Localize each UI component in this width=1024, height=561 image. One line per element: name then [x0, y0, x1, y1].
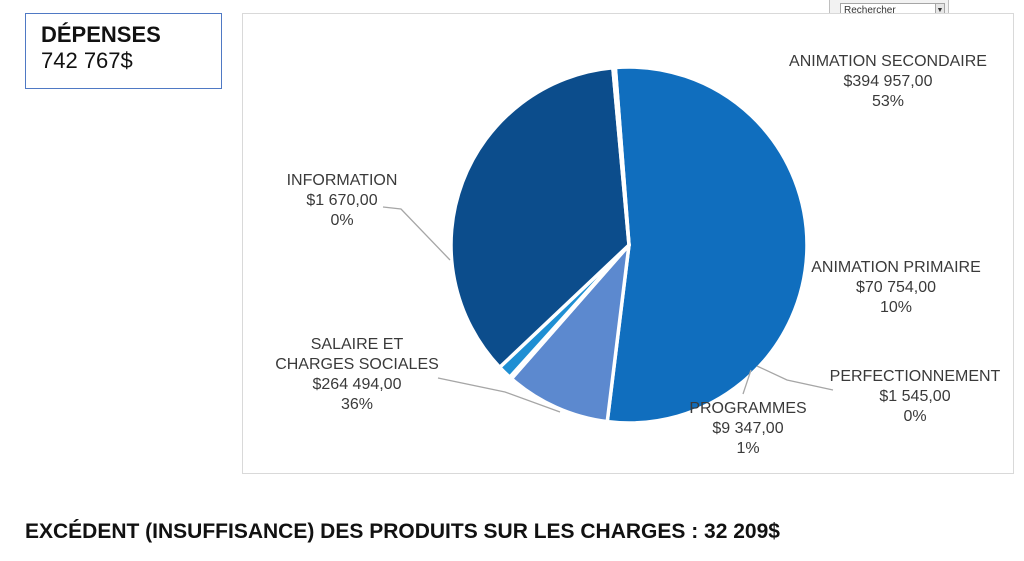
pie-slice-information[interactable] [611, 65, 631, 247]
slice-label-animation-primaire: ANIMATION PRIMAIRE $70 754,00 10% [811, 259, 981, 316]
depenses-card: DÉPENSES 742 767$ [25, 13, 222, 89]
slice-label-animation-secondaire: ANIMATION SECONDAIRE $394 957,00 53% [789, 53, 987, 110]
leader-line-perfectionnement [756, 365, 834, 391]
depenses-value: 742 767$ [41, 48, 133, 73]
leader-line-salaire-et-charges-sociales [437, 377, 561, 413]
pie-slice-animation-primaire[interactable] [509, 243, 631, 424]
leader-line-programmes [742, 369, 752, 395]
expenses-pie-chart: ANIMATION SECONDAIRE $394 957,00 53% ANIMAT… [242, 13, 1014, 474]
depenses-title: DÉPENSES [41, 22, 161, 47]
slice-label-perfectionnement: PERFECTIONNEMENT $1 545,00 0% [830, 368, 1001, 425]
pie-slice-animation-secondaire[interactable] [605, 65, 809, 425]
pie-slice-salaire-et-charges-sociales[interactable] [449, 65, 631, 370]
pie-chart-svg: ANIMATION SECONDAIRE $394 957,00 53% ANIMAT… [275, 53, 1001, 457]
slice-label-salaire-et-charges-sociales: SALAIRE ET CHARGES SOCIALES $264 494,00 36% [275, 336, 439, 413]
slice-label-information: INFORMATION $1 670,00 0% [287, 172, 398, 229]
slice-label-programmes: PROGRAMMES $9 347,00 1% [689, 400, 806, 457]
leader-line-information [382, 206, 451, 261]
surplus-summary: EXCÉDENT (INSUFFISANCE) DES PRODUITS SUR… [25, 520, 780, 543]
